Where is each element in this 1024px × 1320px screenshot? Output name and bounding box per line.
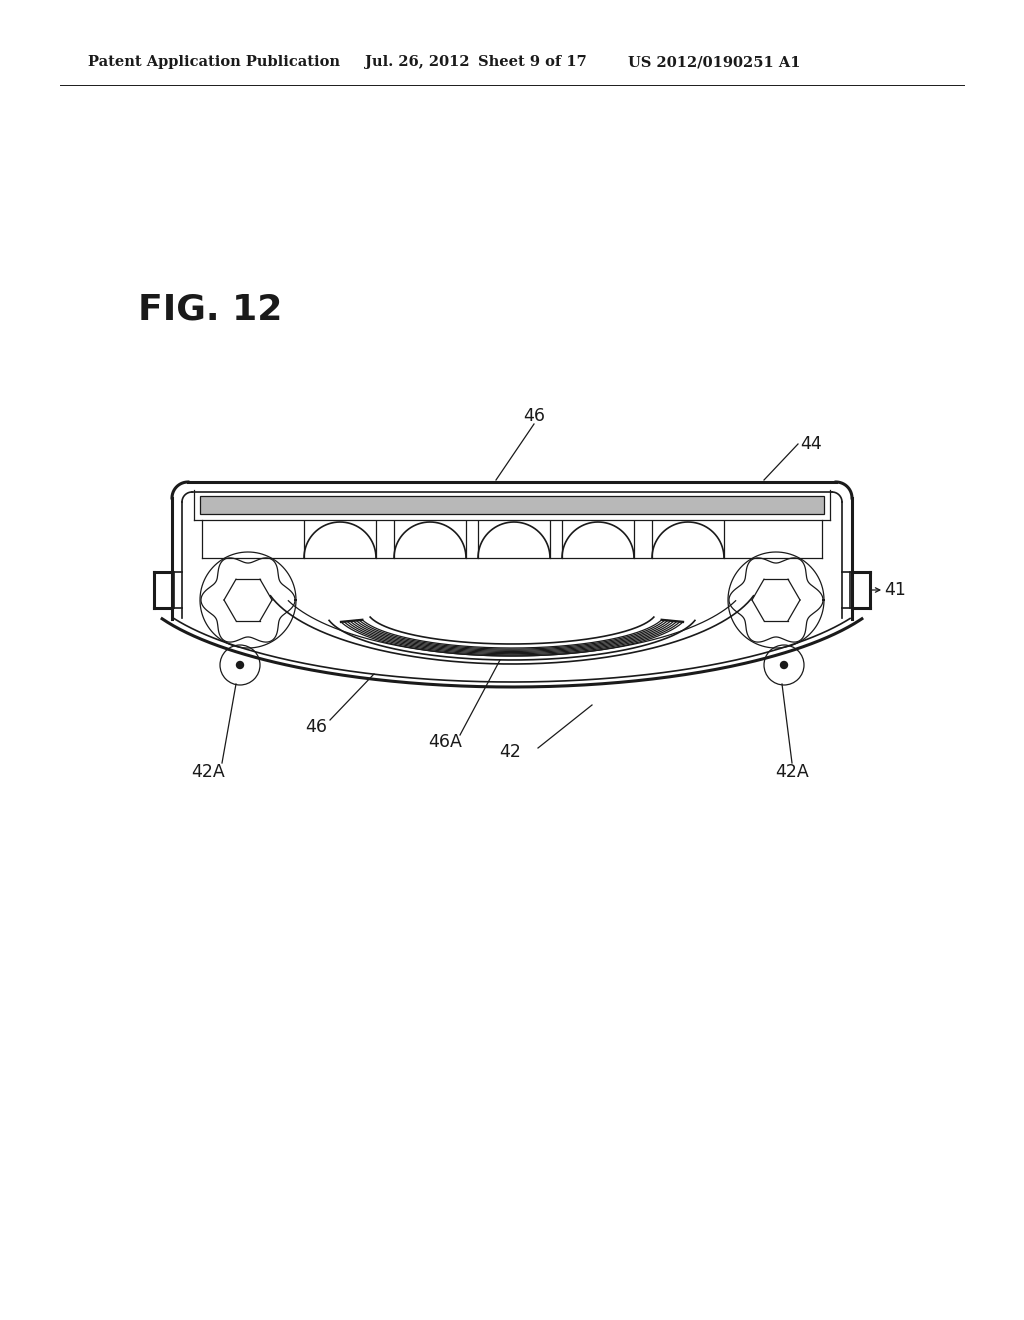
Text: US 2012/0190251 A1: US 2012/0190251 A1 [628, 55, 801, 69]
Bar [200, 496, 824, 513]
Text: 42A: 42A [775, 763, 809, 781]
Text: 46: 46 [523, 407, 545, 425]
Text: 42: 42 [499, 743, 521, 762]
Text: Sheet 9 of 17: Sheet 9 of 17 [478, 55, 587, 69]
Circle shape [780, 661, 787, 668]
Text: FIG. 12: FIG. 12 [138, 293, 283, 327]
Text: Patent Application Publication: Patent Application Publication [88, 55, 340, 69]
Text: 46: 46 [305, 718, 327, 737]
Text: Jul. 26, 2012: Jul. 26, 2012 [365, 55, 470, 69]
Text: 46A: 46A [428, 733, 462, 751]
Text: 42A: 42A [191, 763, 225, 781]
Text: 41: 41 [884, 581, 906, 599]
Circle shape [237, 661, 244, 668]
Text: 44: 44 [800, 436, 821, 453]
